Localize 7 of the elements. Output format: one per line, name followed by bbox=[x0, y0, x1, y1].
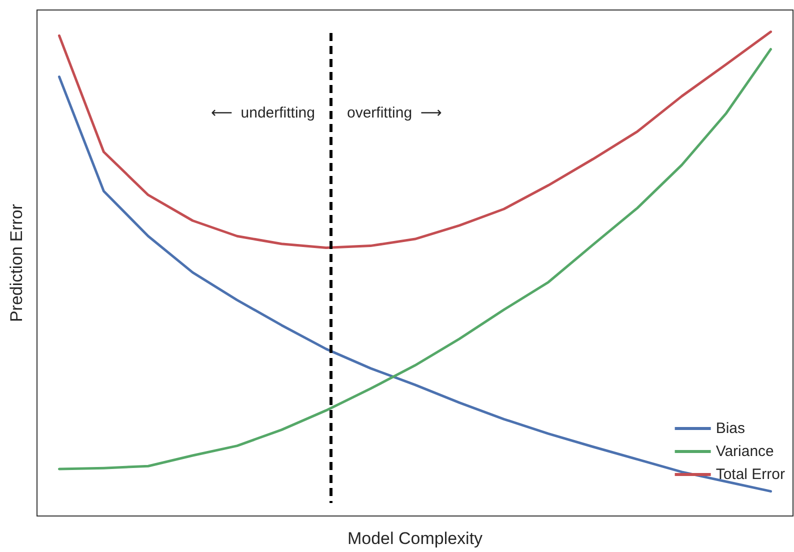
legend-label: Total Error bbox=[716, 466, 786, 483]
annotation: ⟵ underfitting bbox=[210, 104, 315, 122]
y-axis-title: Prediction Error bbox=[7, 204, 26, 322]
legend-label: Variance bbox=[716, 443, 774, 460]
annotation: overfitting ⟶ bbox=[347, 104, 442, 122]
x-axis-title: Model Complexity bbox=[347, 529, 484, 548]
legend-label: Bias bbox=[716, 420, 746, 437]
